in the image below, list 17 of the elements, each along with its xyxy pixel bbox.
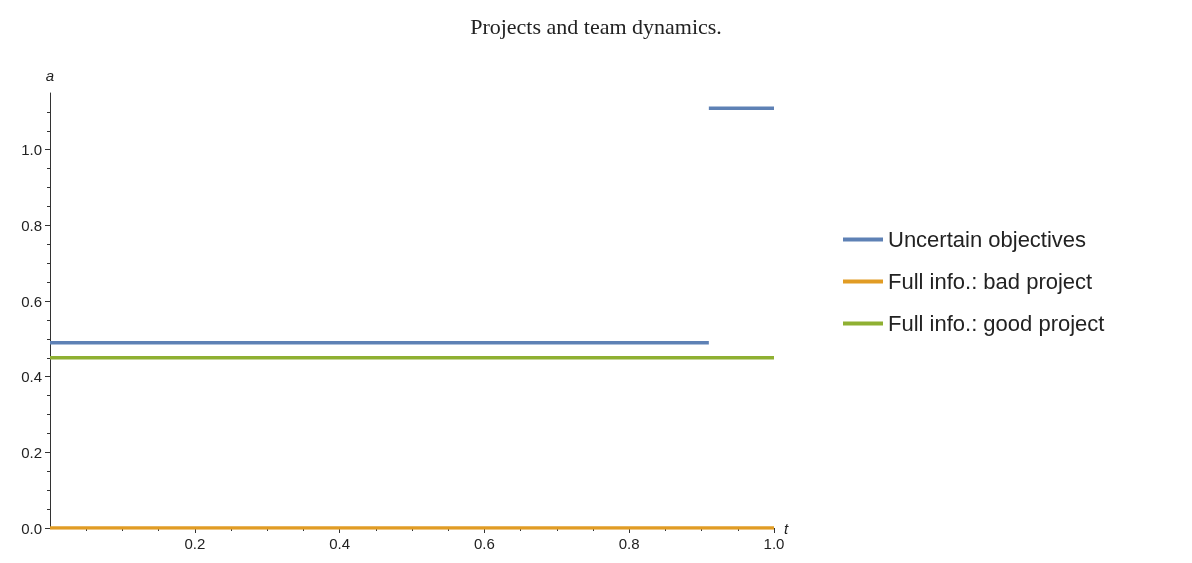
x-tick-label: 0.6 [473,535,495,552]
legend-label: Full info.: good project [888,311,1105,336]
legend-label: Uncertain objectives [888,227,1087,252]
y-tick-label: 0.2 [21,443,42,461]
y-tick-label: 0.0 [21,519,42,537]
y-tick-label: 0.4 [21,368,42,386]
y-tick-label: 1.0 [21,141,42,159]
chart-title: Projects and team dynamics. [470,13,722,39]
x-tick-label: 1.0 [763,535,785,552]
y-tick-label: 0.8 [21,216,42,234]
y-tick-label: 0.6 [21,292,42,310]
x-tick-label: 0.4 [329,535,351,552]
x-axis-title: t [784,519,789,537]
legend-label: Full info.: bad project [888,269,1093,294]
y-axis-title: a [45,67,55,84]
x-tick-label: 0.2 [184,535,206,552]
x-tick-label: 0.8 [618,535,640,552]
